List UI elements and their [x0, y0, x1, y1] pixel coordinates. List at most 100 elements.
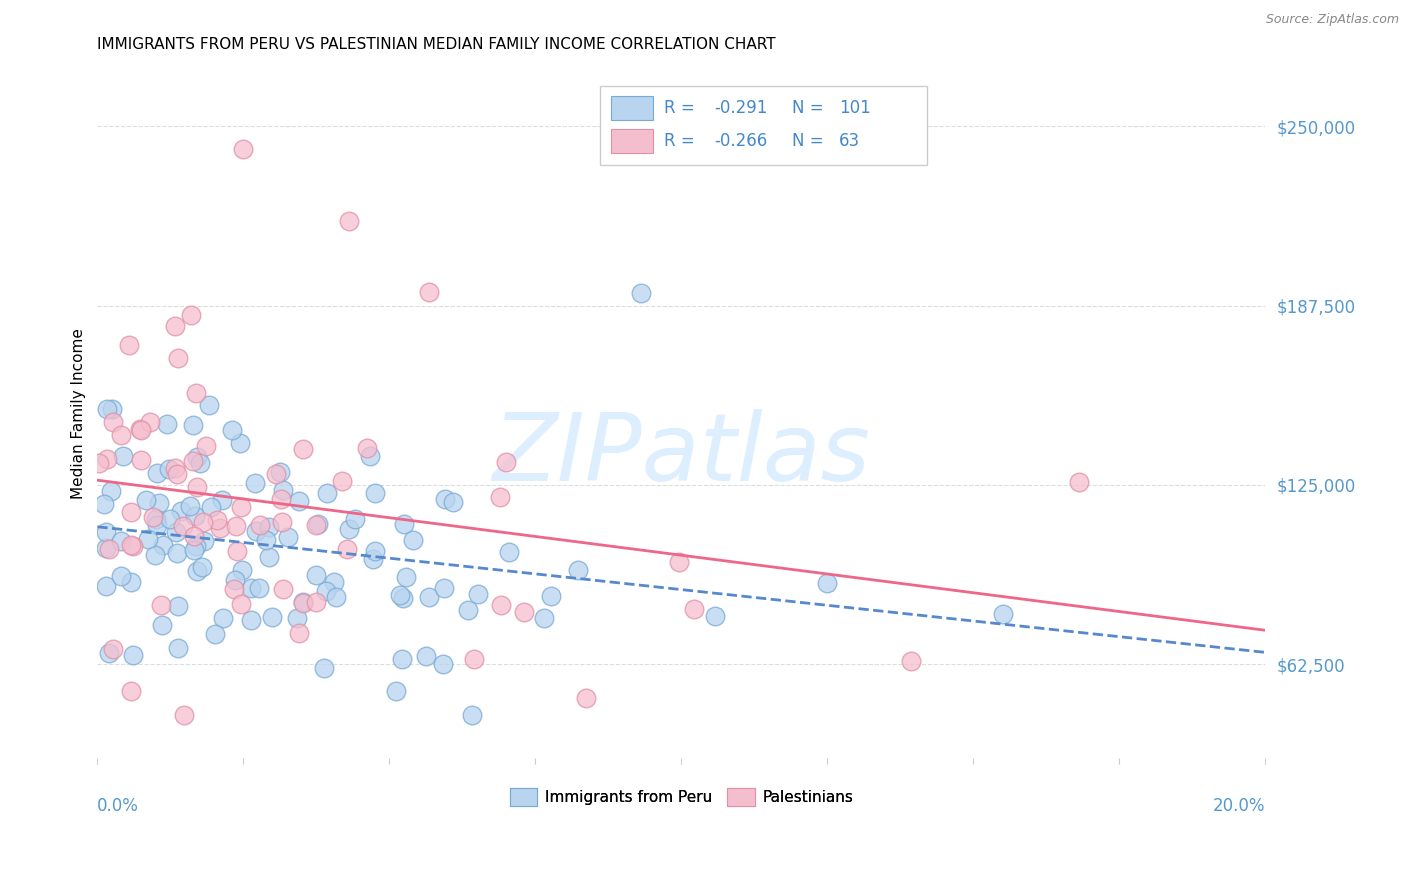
Point	[245, 476, 267, 491]
Point	[212, 611, 235, 625]
Point	[330, 474, 353, 488]
Point	[193, 533, 215, 548]
Point	[457, 602, 479, 616]
FancyBboxPatch shape	[612, 96, 654, 120]
Point	[356, 441, 378, 455]
Point	[98, 646, 121, 660]
Point	[305, 517, 328, 532]
Point	[110, 569, 132, 583]
Point	[359, 449, 381, 463]
Text: R =: R =	[664, 132, 700, 150]
Point	[172, 519, 194, 533]
Point	[467, 587, 489, 601]
FancyBboxPatch shape	[612, 129, 654, 153]
Text: -0.291: -0.291	[714, 99, 768, 117]
Point	[668, 555, 690, 569]
Point	[208, 521, 231, 535]
Point	[96, 401, 118, 416]
Point	[143, 549, 166, 563]
Point	[575, 690, 598, 705]
Text: IMMIGRANTS FROM PERU VS PALESTINIAN MEDIAN FAMILY INCOME CORRELATION CHART: IMMIGRANTS FROM PERU VS PALESTINIAN MEDI…	[97, 37, 776, 53]
Legend: Immigrants from Peru, Palestinians: Immigrants from Peru, Palestinians	[503, 782, 859, 812]
Point	[226, 543, 249, 558]
Point	[254, 533, 277, 547]
Point	[384, 684, 406, 698]
Point	[704, 609, 727, 624]
Point	[221, 423, 243, 437]
Point	[180, 308, 202, 322]
Point	[146, 467, 169, 481]
Point	[186, 450, 208, 465]
Point	[167, 599, 190, 614]
Point	[222, 582, 245, 597]
Point	[205, 513, 228, 527]
Point	[344, 511, 367, 525]
Point	[150, 618, 173, 632]
Point	[96, 452, 118, 467]
Point	[391, 591, 413, 606]
Text: N =: N =	[793, 99, 830, 117]
Point	[101, 401, 124, 416]
Point	[291, 594, 314, 608]
Point	[271, 483, 294, 498]
Point	[184, 539, 207, 553]
Point	[337, 214, 360, 228]
Point	[498, 545, 520, 559]
Text: 0.0%: 0.0%	[97, 797, 139, 814]
Point	[363, 544, 385, 558]
Point	[900, 654, 922, 668]
Point	[271, 582, 294, 597]
Point	[361, 552, 384, 566]
Point	[461, 707, 484, 722]
Point	[239, 613, 262, 627]
Point	[489, 598, 512, 612]
Point	[163, 460, 186, 475]
Point	[441, 495, 464, 509]
Point	[170, 504, 193, 518]
Point	[991, 607, 1014, 622]
Point	[291, 596, 314, 610]
Point	[325, 591, 347, 605]
Point	[120, 505, 142, 519]
Point	[495, 455, 517, 469]
Point	[97, 542, 120, 557]
Point	[94, 579, 117, 593]
Point	[141, 510, 163, 524]
Point	[173, 707, 195, 722]
Point	[304, 594, 326, 608]
Point	[152, 538, 174, 552]
Point	[287, 626, 309, 640]
Point	[391, 652, 413, 666]
Point	[87, 456, 110, 470]
Point	[277, 530, 299, 544]
Point	[240, 581, 263, 595]
Point	[136, 532, 159, 546]
Point	[257, 549, 280, 564]
Point	[432, 657, 454, 672]
Point	[315, 583, 337, 598]
Point	[433, 581, 456, 595]
Point	[815, 576, 838, 591]
Point	[245, 524, 267, 539]
Point	[120, 683, 142, 698]
Point	[305, 568, 328, 582]
FancyBboxPatch shape	[599, 86, 927, 165]
Point	[228, 436, 250, 450]
Text: -0.266: -0.266	[714, 132, 768, 150]
Point	[249, 517, 271, 532]
Point	[128, 422, 150, 436]
Point	[120, 575, 142, 590]
Point	[103, 642, 125, 657]
Point	[232, 142, 254, 156]
Point	[533, 611, 555, 625]
Point	[159, 512, 181, 526]
Point	[307, 516, 329, 531]
Point	[540, 589, 562, 603]
Text: 63: 63	[839, 132, 860, 150]
Point	[167, 351, 190, 365]
Point	[122, 648, 145, 662]
Point	[363, 486, 385, 500]
Point	[316, 486, 339, 500]
Text: N =: N =	[793, 132, 830, 150]
Point	[112, 449, 135, 463]
